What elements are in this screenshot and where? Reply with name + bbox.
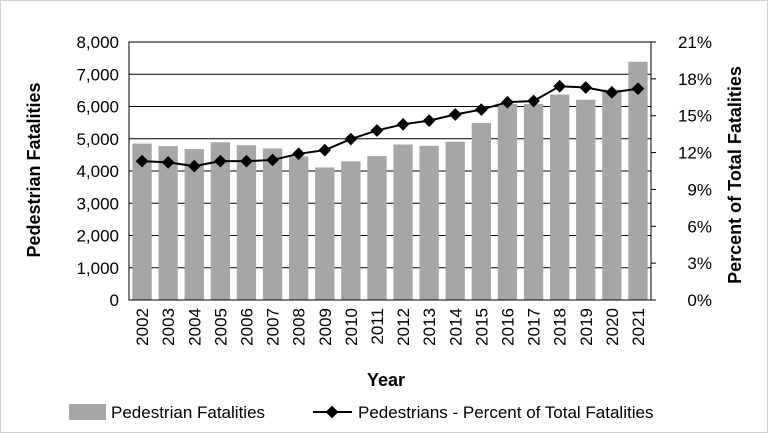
x-tick-label: 2021 [629,308,648,346]
plot-border [128,41,652,301]
bar [393,144,413,300]
x-tick-label: 2013 [420,308,439,346]
bar [262,148,283,300]
x-tick-label: 2007 [264,308,283,346]
bar [210,142,231,300]
x-tick-label: 2008 [290,308,309,346]
bar [158,146,178,300]
line-point [135,154,149,168]
x-tick-label: 2002 [133,308,152,346]
bar [602,89,622,300]
bar [576,99,596,300]
x-tick-label: 2005 [211,308,230,346]
bar [628,61,648,300]
line-point [344,132,358,146]
x-tick-label: 2014 [446,308,465,346]
left-axis-ticks: 0 1,000 2,000 3,000 4,000 5,000 6,000 7,000 8,00… [76,33,119,310]
bar [445,141,465,300]
y-tick-label: 4,000 [76,162,119,181]
y-tick-label: 5,000 [76,130,119,149]
y2-tick-label: 21% [678,33,712,52]
y2-tick-label: 18% [678,70,712,89]
legend-bar-swatch [69,404,106,420]
x-tick-label: 2009 [316,308,335,346]
y2-tick-label: 9% [687,180,712,199]
bar [497,103,518,300]
y2-tick-label: 3% [687,254,712,273]
bar [236,145,257,300]
line-point [240,154,253,168]
line-point [448,108,462,121]
bar [471,122,492,300]
y-axis-title: Pedestrian Fatalities [24,82,44,257]
y2-tick-label: 0% [687,291,712,310]
x-tick-label: 2010 [342,308,361,346]
bar [315,167,335,300]
line-point [422,114,436,127]
x-tick-label: 2015 [472,308,491,346]
x-tick-label: 2003 [159,308,178,346]
line-point [318,143,332,157]
y-tick-label: 6,000 [76,98,119,117]
y2-tick-label: 15% [678,107,712,126]
line-point [501,95,514,109]
bar [184,149,204,300]
bar [341,161,361,300]
x-axis-title: Year [367,370,405,390]
bar [288,156,309,300]
y-tick-label: 7,000 [76,65,119,84]
x-tick-label: 2012 [394,308,413,346]
y-tick-label: 3,000 [76,194,119,213]
y-tick-label: 2,000 [76,227,119,246]
x-tick-label: 2017 [525,308,544,346]
legend-bar-label: Pedestrian Fatalities [111,403,265,422]
line-point [292,147,306,161]
y2-tick-label: 12% [678,144,712,163]
y-tick-label: 8,000 [76,33,119,52]
line-point [474,103,488,116]
line-point [370,124,384,137]
x-tick-label: 2006 [237,308,256,346]
x-tick-label: 2019 [577,308,596,346]
bar [419,145,439,300]
legend: Pedestrian Fatalities Pedestrians - Perc… [69,403,653,422]
line-point [266,153,279,167]
line-point [187,159,201,173]
y2-axis-title: Percent of Total Fatalities [725,66,745,284]
bar [523,103,544,300]
x-tick-label: 2011 [368,308,387,345]
y-tick-label: 1,000 [76,259,119,278]
bar-series [132,61,648,300]
right-axis-ticks: 0% 3% 6% 9% 12% 15% 18% 21% [651,33,712,310]
x-tick-label: 2004 [185,308,204,346]
x-tick-label: 2020 [603,308,622,346]
x-tick-label: 2016 [498,308,517,346]
line-point [396,117,410,131]
line-point [213,154,227,168]
x-tick-label: 2018 [551,308,570,346]
y-tick-label: 0 [110,291,119,310]
bar [132,143,152,300]
bar [367,156,387,300]
x-axis-ticks: 2002 2003 2004 2005 2006 2007 2008 2009 2010 2011… [133,308,648,346]
legend-line-marker [325,405,339,419]
legend-line-label: Pedestrians - Percent of Total Fatalitie… [358,403,653,422]
line-point [161,156,175,169]
bar [549,94,570,300]
y2-tick-label: 6% [687,217,712,236]
